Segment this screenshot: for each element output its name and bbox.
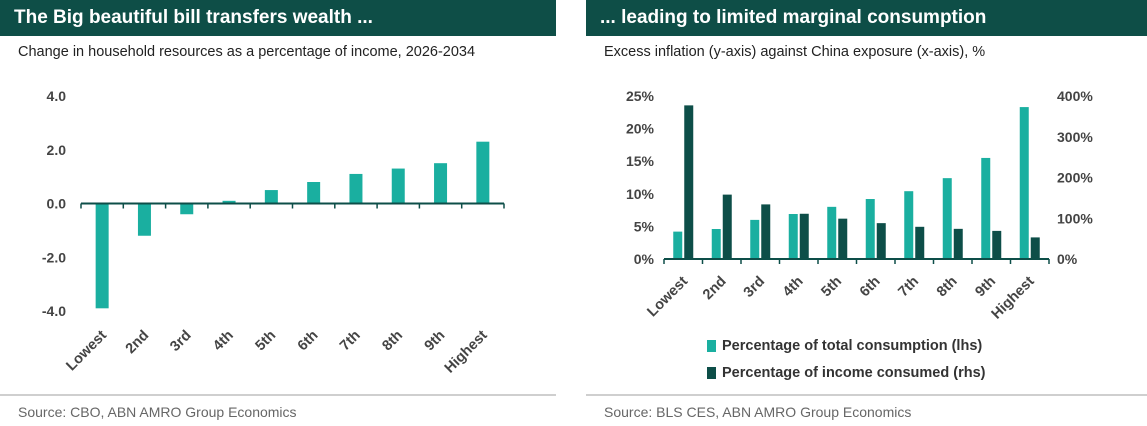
bar-total-consumption (865, 199, 875, 259)
bar-total-consumption (711, 229, 721, 259)
bar-income-consumed (684, 105, 694, 259)
x-category-label: 3rd (167, 328, 194, 355)
x-category-label: 5th (818, 274, 845, 301)
x-category-label: 7th (895, 274, 922, 301)
bar-total-consumption (942, 178, 952, 259)
x-category-label: 6th (295, 328, 322, 355)
left-chart-subtitle: Change in household resources as a perce… (18, 44, 476, 60)
bar-income-consumed (876, 223, 886, 259)
right-chart-title: ... leading to limited marginal consumpt… (586, 0, 1147, 36)
y-tick-label: -2.0 (42, 249, 66, 265)
y-left-tick-label: 15% (626, 153, 655, 169)
y-tick-label: 4.0 (47, 88, 67, 104)
x-category-label: Lowest (63, 327, 110, 374)
y-tick-label: 0.0 (47, 196, 67, 212)
right-footer-divider (586, 394, 1147, 396)
bar-income-consumed (799, 213, 809, 259)
left-bar-chart: 4.0 2.0 0.0 -2.0 -4.0 Lowest 2nd 3rd 4th 5th 6th 7t… (42, 88, 505, 376)
bar (137, 203, 151, 236)
bar-income-consumed (722, 194, 732, 259)
left-source-note: Source: CBO, ABN AMRO Group Economics (18, 404, 297, 420)
legend-swatch-teal (707, 339, 716, 352)
bar-income-consumed (992, 230, 1002, 259)
y-right-tick-label: 300% (1057, 129, 1093, 145)
bar (264, 190, 278, 204)
y-right-tick-label: 400% (1057, 88, 1093, 104)
bar (476, 141, 490, 204)
x-category-label: 9th (422, 328, 449, 355)
y-left-tick-label: 0% (634, 251, 655, 267)
bar-total-consumption (904, 191, 914, 259)
legend-item-income-consumed: Percentage of income consumed (rhs) (707, 359, 985, 386)
x-category-label: Highest (442, 327, 491, 376)
bar-income-consumed (1030, 237, 1040, 259)
x-category-label: Highest (989, 273, 1038, 322)
x-category-label: 6th (857, 274, 884, 301)
bar-income-consumed (953, 228, 963, 259)
bar-income-consumed (915, 226, 925, 259)
bar (95, 203, 109, 309)
right-chart-panel: ... leading to limited marginal consumpt… (586, 0, 1147, 426)
legend-item-total-consumption: Percentage of total consumption (lhs) (707, 332, 985, 359)
legend-label-income-consumed: Percentage of income consumed (rhs) (722, 364, 986, 381)
bar (180, 203, 194, 215)
right-chart-legend: Percentage of total consumption (lhs) Pe… (707, 332, 985, 386)
y-left-tick-label: 25% (626, 88, 655, 104)
x-category-label: 9th (972, 274, 999, 301)
bar-total-consumption (788, 214, 798, 259)
x-category-label: 2nd (123, 328, 153, 358)
bar-total-consumption (750, 219, 760, 259)
legend-swatch-dark-teal (707, 366, 716, 379)
legend-label-total-consumption: Percentage of total consumption (lhs) (722, 337, 983, 354)
y-right-tick-label: 100% (1057, 210, 1093, 226)
right-chart-subtitle: Excess inflation (y-axis) against China … (604, 44, 986, 60)
x-category-label: 2nd (700, 274, 730, 304)
y-tick-label: -4.0 (42, 303, 66, 319)
right-source-note: Source: BLS CES, ABN AMRO Group Economic… (604, 404, 912, 420)
bar-total-consumption (827, 206, 837, 259)
bar-income-consumed (838, 218, 848, 259)
right-bar-chart: 25% 20% 15% 10% 5% 0% 400% 300% 200% 100% 0% Lowest… (626, 88, 1093, 322)
x-category-label: 8th (379, 328, 406, 355)
y-tick-label: 2.0 (47, 142, 67, 158)
bar-income-consumed (761, 204, 771, 259)
bar-total-consumption (673, 231, 683, 259)
x-category-label: 3rd (741, 274, 768, 301)
x-category-label: 5th (252, 328, 279, 355)
bar (391, 168, 405, 204)
left-footer-divider (0, 394, 556, 396)
y-right-tick-label: 0% (1057, 251, 1078, 267)
bar (434, 163, 448, 204)
y-right-tick-label: 200% (1057, 170, 1093, 186)
x-category-label: Lowest (644, 273, 691, 320)
x-category-label: 4th (780, 274, 807, 301)
x-category-label: 7th (337, 328, 364, 355)
bar-total-consumption (981, 157, 991, 259)
x-category-label: 8th (934, 274, 961, 301)
bar-total-consumption (1019, 107, 1029, 259)
y-left-tick-label: 5% (634, 218, 655, 234)
y-left-tick-label: 10% (626, 186, 655, 202)
bar (307, 182, 321, 204)
left-chart-panel: The Big beautiful bill transfers wealth … (0, 0, 556, 426)
x-category-label: 4th (210, 328, 237, 355)
y-left-tick-label: 20% (626, 121, 655, 137)
bar (222, 200, 236, 204)
left-chart-title: The Big beautiful bill transfers wealth … (0, 0, 556, 36)
bar (349, 173, 363, 204)
